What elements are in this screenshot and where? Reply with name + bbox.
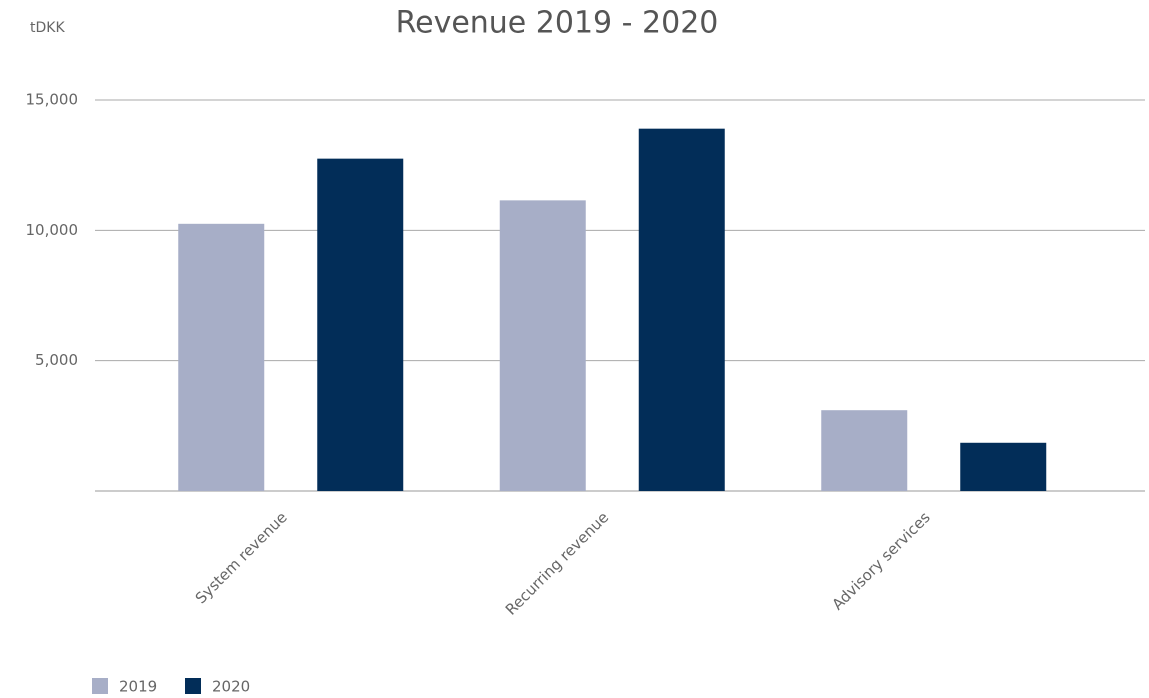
legend-swatch	[92, 678, 108, 694]
y-tick-label: 10,000	[26, 221, 79, 239]
y-tick-label: 15,000	[26, 91, 79, 109]
bar	[821, 410, 908, 491]
chart-title: Revenue 2019 - 2020	[396, 6, 719, 41]
bar	[960, 442, 1047, 491]
bar	[638, 128, 725, 491]
bar	[499, 200, 586, 491]
x-tick-label: System revenue	[192, 508, 291, 607]
y-axis-label: tDKK	[30, 20, 65, 36]
x-tick-label: Recurring revenue	[502, 508, 612, 618]
bar	[317, 158, 404, 491]
y-tick-label: 5,000	[35, 351, 78, 369]
bar	[178, 223, 265, 492]
x-tick-label: Advisory services	[828, 508, 933, 613]
legend-swatch	[185, 678, 201, 694]
legend-label: 2019	[119, 678, 157, 696]
legend-label: 2020	[212, 678, 250, 696]
